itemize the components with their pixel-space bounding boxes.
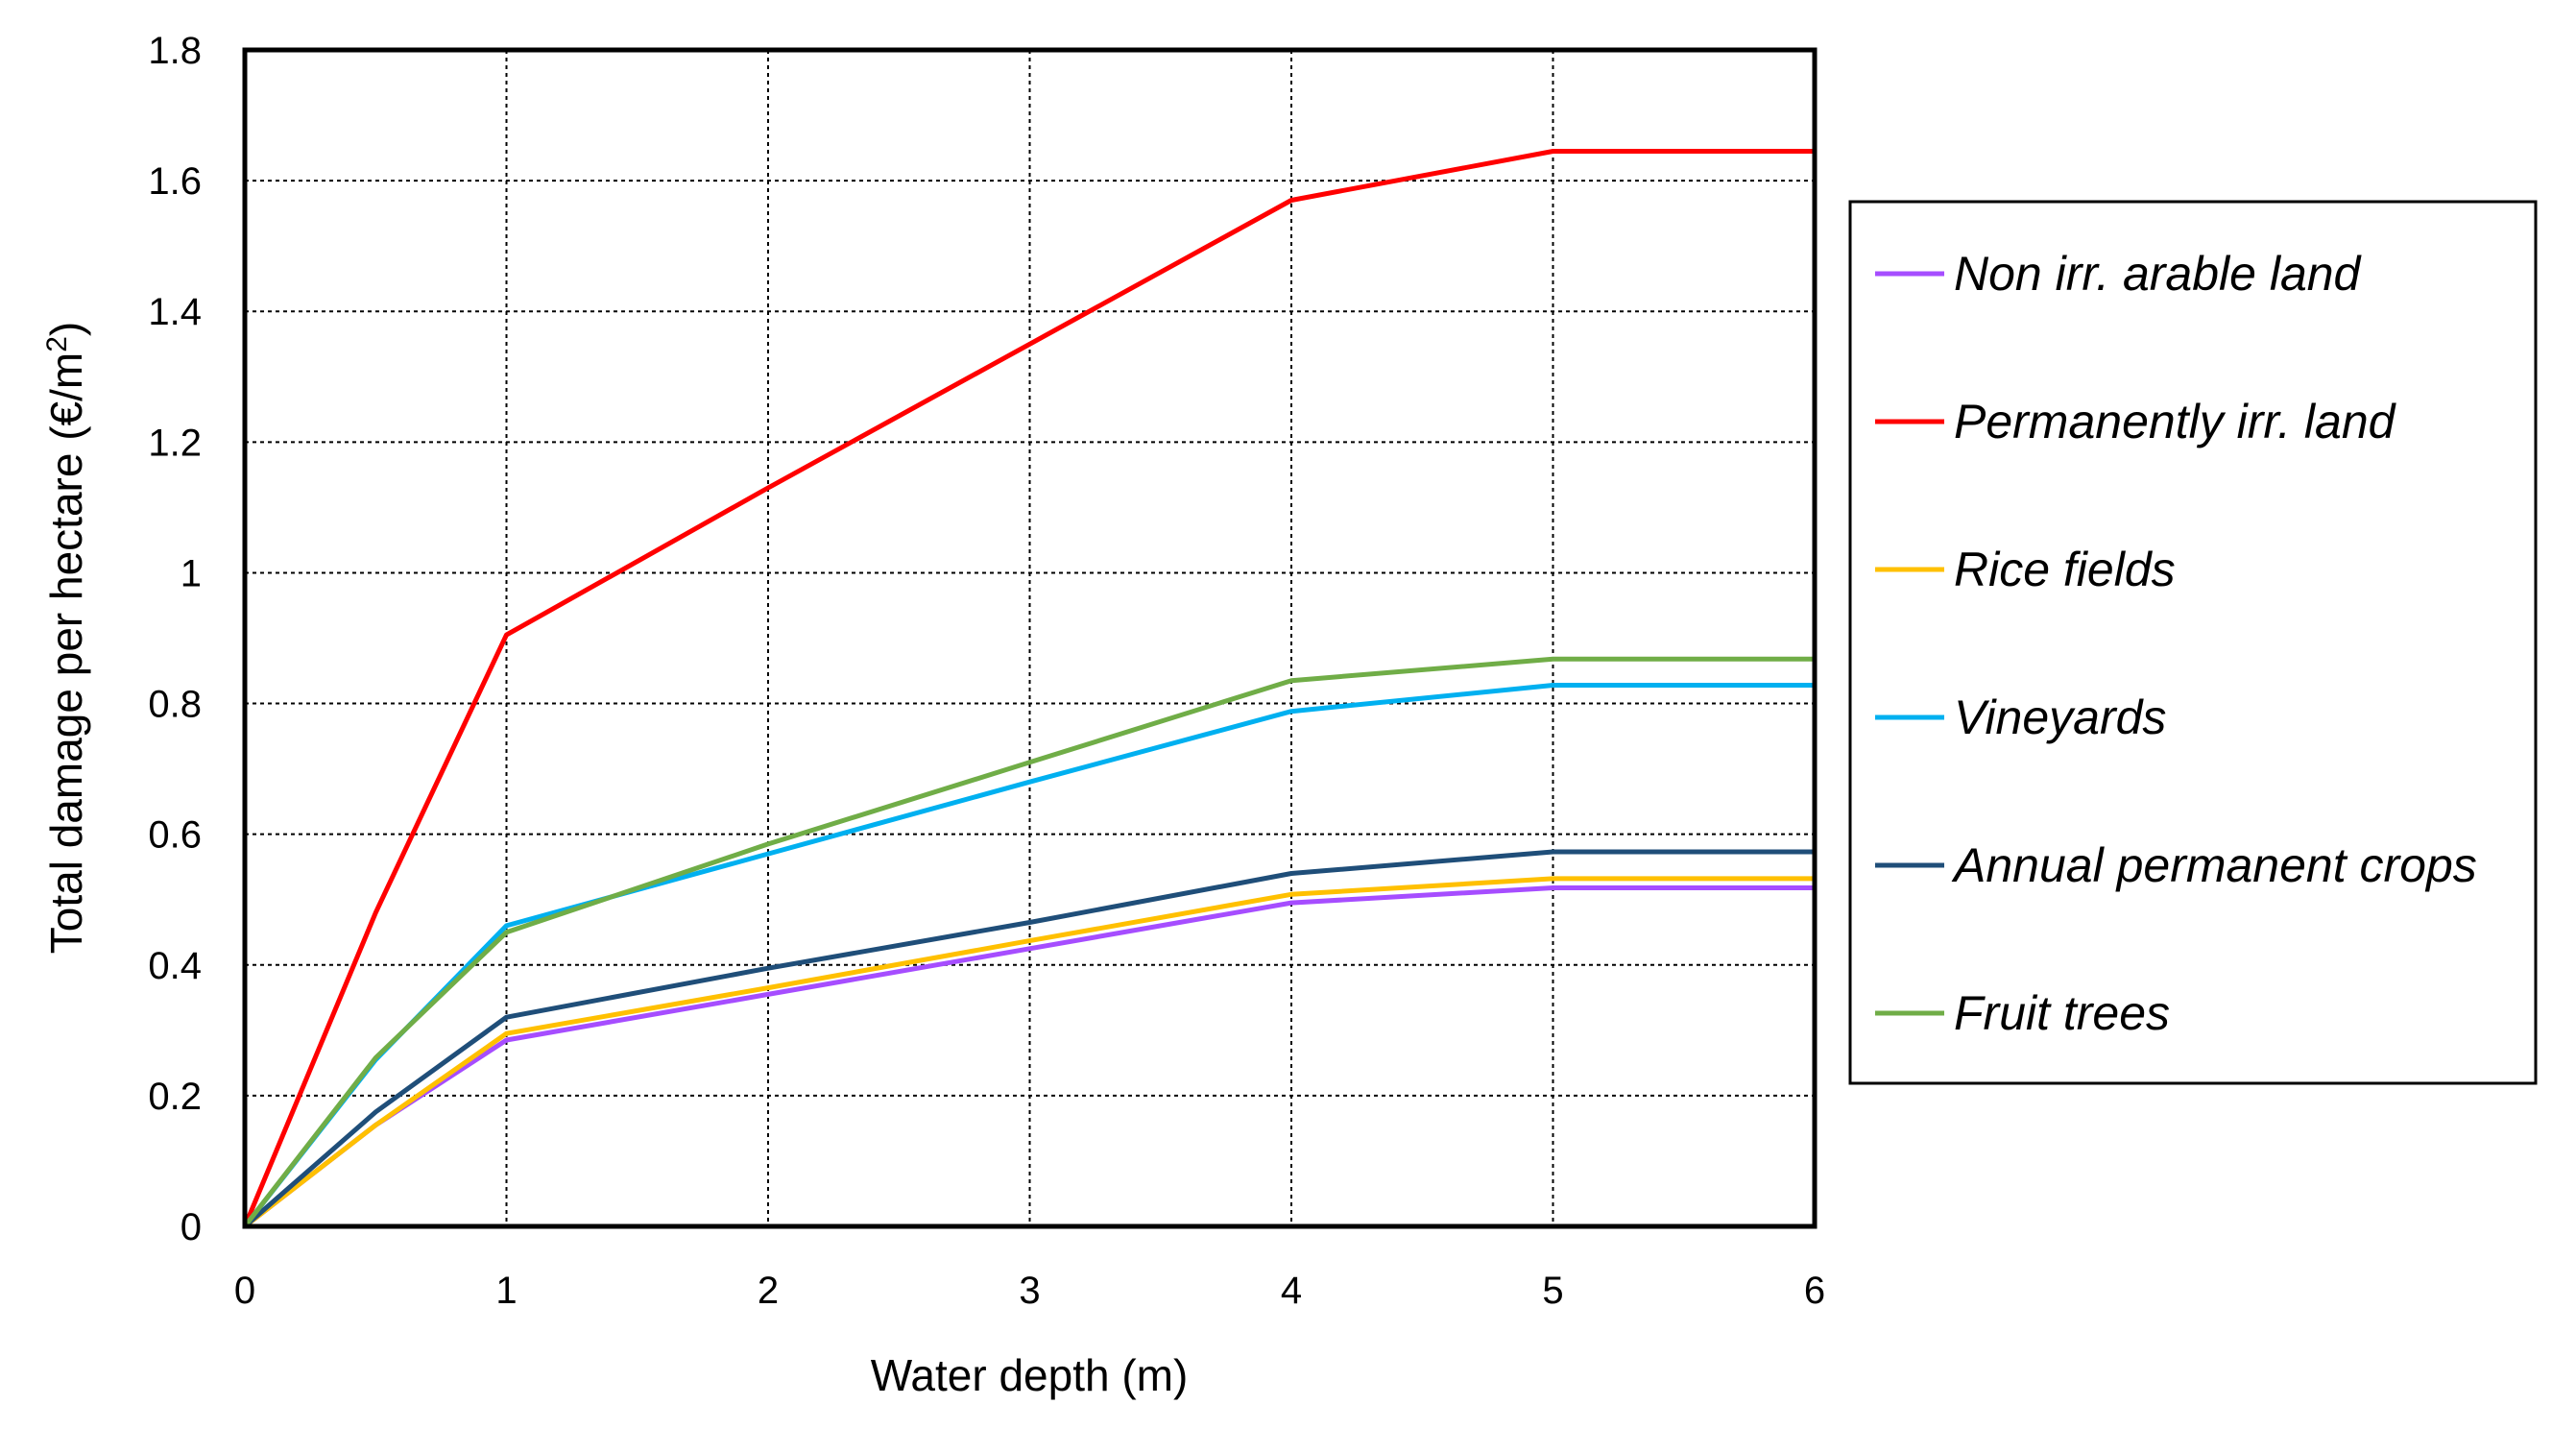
x-tick-label: 1 bbox=[495, 1270, 517, 1312]
legend-label: Annual permanent crops bbox=[1951, 838, 2477, 892]
grid-lines bbox=[245, 50, 1815, 1226]
legend: Non irr. arable land Permanently irr. lan… bbox=[1848, 200, 2538, 1085]
y-tick-label: 1.6 bbox=[148, 160, 202, 203]
x-tick-label: 6 bbox=[1804, 1270, 1825, 1312]
legend-label: Vineyards bbox=[1954, 690, 2166, 744]
legend-label: Permanently irr. land bbox=[1954, 395, 2397, 448]
series-line-fruit-trees bbox=[242, 656, 1818, 1229]
y-tick-label: 0 bbox=[181, 1206, 202, 1248]
y-axis-title-superscript: 2 bbox=[41, 336, 73, 352]
series-line-annual-permanent-crops bbox=[242, 849, 1818, 1229]
y-axis-title-main: Total damage per hectare (€/m bbox=[41, 352, 91, 954]
x-axis-title: Water depth (m) bbox=[871, 1350, 1189, 1400]
y-tick-label: 1.8 bbox=[148, 30, 202, 72]
series-lines bbox=[242, 149, 1818, 1229]
x-tick-label: 2 bbox=[758, 1270, 779, 1312]
legend-label: Non irr. arable land bbox=[1954, 247, 2363, 301]
legend-frame bbox=[1848, 200, 2538, 1085]
legend-label: Fruit trees bbox=[1954, 986, 2170, 1040]
y-tick-label: 0.2 bbox=[148, 1076, 202, 1118]
y-tick-label: 0.4 bbox=[148, 945, 202, 987]
y-tick-label: 0.8 bbox=[148, 684, 202, 726]
series-line-permanently-irr-land bbox=[242, 149, 1818, 1229]
y-tick-label: 1 bbox=[181, 552, 202, 594]
x-tick-label: 3 bbox=[1019, 1270, 1040, 1312]
x-tick-label: 5 bbox=[1542, 1270, 1563, 1312]
y-axis-tick-labels: 0 0.2 0.4 0.6 0.8 1 1.2 1.4 1.6 1.8 bbox=[148, 30, 202, 1248]
x-tick-label: 4 bbox=[1281, 1270, 1302, 1312]
plot-area-frame bbox=[242, 47, 1818, 1229]
y-axis-title: Total damage per hectare (€/m2) bbox=[41, 322, 91, 954]
y-tick-label: 1.4 bbox=[148, 291, 202, 333]
x-axis-tick-labels: 0 1 2 3 4 5 6 bbox=[234, 1270, 1825, 1312]
legend-label: Rice fields bbox=[1954, 543, 2176, 596]
series-line-rice-fields bbox=[242, 876, 1818, 1229]
y-tick-label: 0.6 bbox=[148, 814, 202, 857]
y-axis-title-end: ) bbox=[41, 322, 91, 336]
x-tick-label: 0 bbox=[234, 1270, 255, 1312]
y-tick-label: 1.2 bbox=[148, 422, 202, 464]
